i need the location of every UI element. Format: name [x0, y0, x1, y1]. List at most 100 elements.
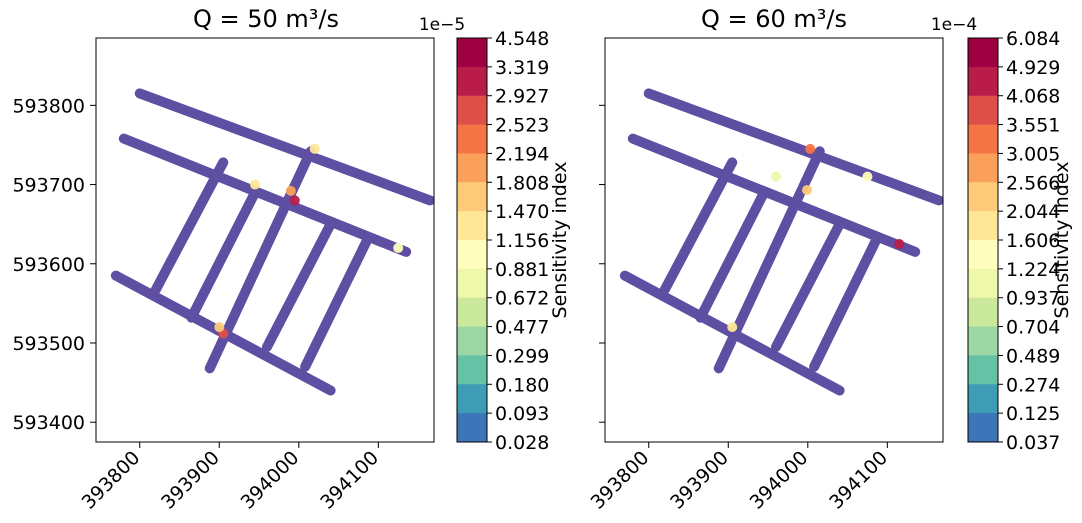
colorbar-tick-label: 6.084 — [1006, 28, 1060, 50]
panel-q60: Q = 60 m³/s 393800 393900 394000 394100 1e−… — [587, 5, 1073, 514]
colorbar-tick-label: 4.068 — [1006, 86, 1060, 108]
colorbar-exponent-label: 1e−4 — [931, 15, 977, 35]
sensitivity-hotspot — [862, 171, 873, 182]
colorbar-tick-label: 2.523 — [495, 115, 549, 137]
x-tick-label: 393900 — [157, 447, 224, 514]
colorbar-label: Sensitivity index — [549, 162, 571, 319]
colorbar-tick-label: 3.005 — [1006, 143, 1060, 165]
colorbar-segment — [968, 240, 998, 270]
x-tick-label: 393800 — [78, 447, 145, 514]
colorbar-segment — [968, 124, 998, 154]
y-tick-label: 593600 — [12, 254, 85, 276]
colorbar-segment — [457, 95, 487, 126]
colorbar-tick-label: 0.028 — [495, 432, 549, 454]
colorbar-segment — [457, 384, 487, 414]
colorbar-segment — [457, 153, 487, 183]
y-tick-label: 593700 — [12, 175, 85, 197]
sensitivity-hotspot — [727, 322, 738, 333]
colorbar: 1e−4 Sensitivity index 6.084 4.929 4.068 3.… — [931, 15, 1073, 454]
sensitivity-hotspot — [894, 238, 905, 249]
colorbar-tick-label: 0.299 — [495, 345, 549, 367]
colorbar-tick-label: 0.704 — [1006, 317, 1060, 339]
channel-segment — [659, 157, 738, 295]
channel-segment — [695, 187, 770, 323]
colorbar-segment — [457, 268, 487, 299]
colorbar-segment — [457, 326, 487, 356]
plot-area: 393800 393900 394000 394100 593800 593700 5936… — [12, 37, 435, 514]
colorbar-tick-label: 1.224 — [1006, 259, 1060, 281]
y-tick-label: 593500 — [12, 333, 85, 355]
colorbar-tick-label: 2.927 — [495, 86, 549, 108]
colorbar-tick-label: 2.566 — [1006, 172, 1060, 194]
sensitivity-hotspot — [805, 143, 816, 154]
colorbar-tick-label: 3.319 — [495, 57, 549, 79]
colorbar-tick-label: 0.125 — [1006, 403, 1060, 425]
axes-frame — [604, 37, 944, 443]
colorbar-segment — [968, 355, 998, 385]
x-tick-label: 394000 — [746, 447, 813, 514]
x-tick-label: 393800 — [587, 447, 654, 514]
colorbar-segment — [457, 413, 487, 443]
colorbar-tick-label: 0.672 — [495, 288, 549, 310]
colorbar-tick-label: 4.548 — [495, 28, 549, 50]
channel-segment — [134, 88, 434, 206]
colorbar-tick-label: 1.470 — [495, 201, 549, 223]
colorbar-tick-label: 0.093 — [495, 403, 549, 425]
chart-title: Q = 50 m³/s — [193, 5, 339, 33]
colorbar-tick-label: 2.044 — [1006, 201, 1060, 223]
colorbar-segment — [968, 95, 998, 126]
colorbar-segment — [968, 153, 998, 183]
colorbar-segment — [968, 182, 998, 212]
sensitivity-hotspot — [250, 179, 261, 190]
colorbar-tick-label: 3.551 — [1006, 115, 1060, 137]
colorbar-segment — [968, 384, 998, 414]
colorbar-segment — [968, 38, 998, 68]
colorbar-segment — [457, 355, 487, 385]
sensitivity-hotspot — [770, 171, 781, 182]
sensitivity-hotspot — [285, 185, 296, 196]
colorbar-tick-label: 0.489 — [1006, 345, 1060, 367]
channel-network — [110, 88, 434, 396]
colorbar-tick-label: 1.156 — [495, 230, 549, 252]
channel-network — [619, 88, 943, 396]
colorbar-segment — [457, 66, 487, 97]
colorbar-segment — [457, 211, 487, 241]
sensitivity-hotspot — [289, 195, 300, 206]
channel-segment — [118, 133, 412, 257]
colorbar: 1e−5 Sensitivity index 4.548 3.319 2.927 2.… — [419, 15, 571, 454]
panel-q50: Q = 50 m³/s 393800 393900 394000 394100 5938… — [12, 5, 571, 514]
sensitivity-hotspot — [309, 143, 320, 154]
colorbar-tick-label: 1.808 — [495, 172, 549, 194]
colorbar-segment — [968, 326, 998, 356]
sensitivity-hotspot — [802, 185, 813, 196]
colorbar-tick-label: 0.037 — [1006, 432, 1060, 454]
y-tick-label: 593400 — [12, 412, 85, 434]
chart-title: Q = 60 m³/s — [701, 5, 847, 33]
channel-segment — [150, 157, 229, 295]
colorbar-segment — [968, 211, 998, 241]
colorbar-segment — [457, 124, 487, 154]
x-tick-label: 394100 — [316, 447, 383, 514]
plot-area: 393800 393900 394000 394100 — [587, 37, 944, 514]
colorbar-segment — [968, 268, 998, 299]
colorbar-segment — [457, 38, 487, 68]
channel-segment — [770, 219, 845, 352]
colorbar-segment — [457, 182, 487, 212]
colorbar-tick-label: 0.274 — [1006, 374, 1060, 396]
colorbar-segment — [457, 240, 487, 270]
channel-segment — [186, 187, 261, 323]
channel-segment — [643, 88, 943, 206]
sensitivity-hotspot — [214, 322, 225, 333]
x-tick-label: 393900 — [666, 447, 733, 514]
colorbar-tick-label: 4.929 — [1006, 57, 1060, 79]
axes-frame — [95, 37, 435, 443]
x-tick-label: 394100 — [825, 447, 892, 514]
colorbar-segment — [968, 66, 998, 97]
colorbar-tick-label: 2.194 — [495, 143, 549, 165]
colorbar-tick-label: 0.937 — [1006, 288, 1060, 310]
channel-segment — [809, 236, 881, 372]
colorbar-exponent-label: 1e−5 — [419, 15, 465, 35]
channel-segment — [261, 219, 336, 352]
sensitivity-hotspot — [393, 242, 404, 253]
